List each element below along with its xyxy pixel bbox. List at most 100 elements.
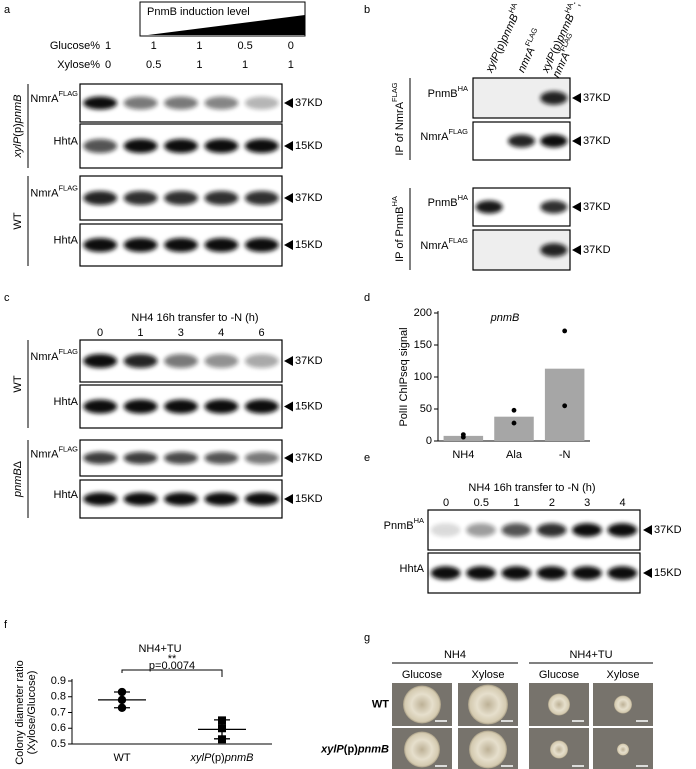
text-part: HA <box>563 1 576 14</box>
group-label: WT <box>12 212 24 229</box>
blot-band <box>430 566 461 580</box>
data-point <box>117 695 127 705</box>
size-marker-arrow <box>572 245 581 255</box>
size-marker-label: 37KD <box>295 192 323 204</box>
x-tick-label: -N <box>559 449 571 461</box>
blot-band <box>123 399 158 414</box>
text-part: pnmB <box>224 752 254 764</box>
group-label: xylP(p)pnmB <box>12 95 24 159</box>
blot-band <box>164 96 198 110</box>
blot-band <box>540 243 568 257</box>
colony <box>550 740 568 759</box>
panel-title: NH4 16h transfer to -N (h) <box>131 312 258 324</box>
text-part: FLAG <box>58 184 78 193</box>
y-axis-label: (Xylose/Glucose) <box>26 671 38 755</box>
text-part: FLAG <box>448 128 468 137</box>
blot-band <box>164 238 198 252</box>
significance-stars: ** <box>168 653 177 665</box>
blot-band <box>123 96 158 110</box>
data-point <box>218 724 226 733</box>
condition-value: 1 <box>288 59 294 71</box>
blot-band <box>83 191 118 205</box>
condition-value: 0 <box>288 40 294 52</box>
text-part: FLAG <box>58 347 78 356</box>
colony <box>469 730 507 769</box>
blot-band <box>123 492 158 506</box>
size-marker-label: 37KD <box>583 201 611 213</box>
text-part: pnmB <box>357 743 389 755</box>
group-label: pnmBΔ <box>12 460 24 498</box>
blot-band <box>475 200 503 214</box>
lane-label: 0 <box>443 497 449 509</box>
blot-label: HhtA <box>54 396 79 408</box>
size-marker-label: 37KD <box>583 135 611 147</box>
blot-label: NmrAFLAG <box>30 90 78 105</box>
x-tick-label: WT <box>113 752 130 764</box>
text-part: FLAG <box>390 82 399 102</box>
blot-band <box>501 566 532 580</box>
blot-label: HhtA <box>400 563 425 575</box>
y-tick-label: 150 <box>414 339 432 351</box>
lane-label: 3 <box>178 327 184 339</box>
plate-label: Xylose <box>606 669 639 681</box>
size-marker-arrow <box>284 98 293 108</box>
blot-band <box>204 492 239 506</box>
blot-band <box>204 96 239 110</box>
size-marker-label: 15KD <box>295 239 323 251</box>
bar <box>494 416 534 441</box>
blot-band <box>607 566 638 580</box>
size-marker-label: 37KD <box>583 92 611 104</box>
text-part: (p) <box>211 752 224 764</box>
size-marker-arrow <box>284 494 293 504</box>
blot-band <box>204 139 239 153</box>
blot-band <box>244 451 279 465</box>
blot-label: NmrAFLAG <box>30 347 78 362</box>
blot-label: HhtA <box>54 136 79 148</box>
size-marker-label: 37KD <box>654 524 682 536</box>
medium-label: NH4 <box>444 649 466 661</box>
condition-label: Glucose% <box>50 40 100 52</box>
blot-band <box>572 523 602 537</box>
condition-value: 0 <box>105 59 111 71</box>
significance-bracket <box>121 669 223 677</box>
condition-value: 1 <box>196 40 202 52</box>
blot-band <box>204 191 239 205</box>
y-axis-label: PolII ChIPseq signal <box>398 327 410 426</box>
data-point <box>511 420 517 426</box>
text-part: IP of PnmB <box>394 206 406 261</box>
lane-label: 3 <box>584 497 590 509</box>
panel-label: c <box>4 292 10 304</box>
y-tick-label: 0.6 <box>51 722 66 734</box>
blot-band <box>244 139 279 153</box>
blot-band <box>244 354 279 368</box>
blot-band <box>507 134 536 148</box>
blot-band <box>164 451 198 465</box>
y-tick-label: 100 <box>414 371 432 383</box>
blot-band <box>244 399 279 414</box>
text-part: FLAG <box>448 236 468 245</box>
text-part: HA <box>414 516 424 525</box>
blot-band <box>83 451 118 465</box>
group-label: IP of PnmBHA <box>390 196 405 262</box>
colony <box>617 743 629 756</box>
group-label: WT <box>12 375 24 392</box>
x-tick-label: NH4 <box>452 449 474 461</box>
blot-band <box>466 566 496 580</box>
text-part: xylP <box>12 136 24 158</box>
text-part: pnmB <box>490 312 520 324</box>
blot-label: PnmBHA <box>384 516 424 531</box>
blot-band <box>164 139 198 153</box>
text-part: ; <box>570 0 582 8</box>
blot-label: NmrAFLAG <box>420 128 468 143</box>
colony <box>404 731 440 768</box>
blot-band <box>164 492 198 506</box>
lane-label: 4 <box>218 327 224 339</box>
data-point <box>562 328 568 334</box>
lane-label: 6 <box>259 327 265 339</box>
blot-label: NmrAFLAG <box>30 445 78 460</box>
lane-label: 1 <box>514 497 520 509</box>
strain-label: xylP(p)pnmB <box>320 743 389 755</box>
y-tick-label: 0.7 <box>51 706 66 718</box>
condition-label: Xylose% <box>57 59 100 71</box>
group-label: IP of NmrAFLAG <box>390 82 405 155</box>
